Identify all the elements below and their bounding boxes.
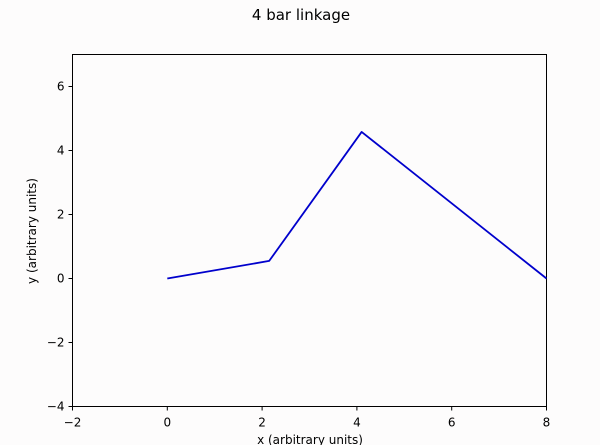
x-ticks: −2 0 2 4 6 8 xyxy=(64,406,551,430)
y-axis-label: y (arbitrary units) xyxy=(25,178,39,284)
y-tick-label: 2 xyxy=(57,208,65,222)
plot-area xyxy=(72,54,547,407)
x-tick-label: 4 xyxy=(353,416,361,430)
series-layer xyxy=(167,131,548,280)
x-tick-label: −2 xyxy=(64,416,82,430)
y-tick-label: −2 xyxy=(47,336,65,350)
x-tick-label: 0 xyxy=(163,416,171,430)
x-tick-label: 8 xyxy=(543,416,551,430)
y-tick-label: 6 xyxy=(57,80,65,94)
x-axis-label: x (arbitrary units) xyxy=(257,433,363,445)
y-ticks: −4 −2 0 2 4 6 xyxy=(47,80,73,414)
y-tick-label: 0 xyxy=(57,272,65,286)
linkage-line xyxy=(167,131,548,280)
x-tick-label: 6 xyxy=(448,416,456,430)
x-tick-label: 2 xyxy=(258,416,266,430)
y-tick-label: 4 xyxy=(57,144,65,158)
y-tick-label: −4 xyxy=(47,400,65,414)
chart-title: 4 bar linkage xyxy=(252,6,350,24)
